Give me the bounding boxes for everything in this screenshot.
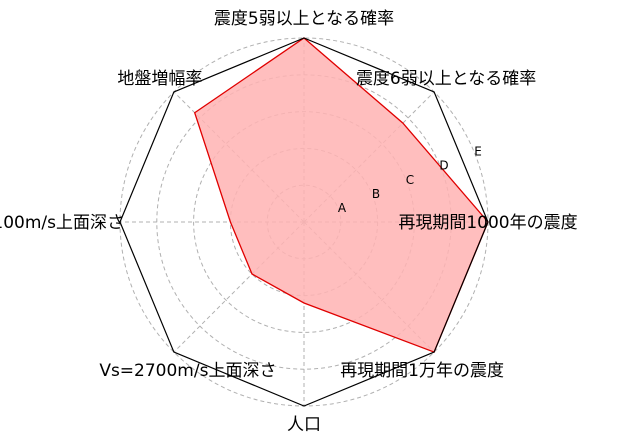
axis-label-3: 再現期間1000年の震度 [398,213,577,233]
axis-label-8: 地盤増幅率 [117,69,202,89]
axis-label-4: 再現期間1万年の震度 [340,361,504,381]
axis-label-1: 震度5弱以上となる確率 [214,9,394,29]
axis-label-2: 震度6弱以上となる確率 [356,69,536,89]
outer-frame [119,37,489,407]
level-label-B: B [372,187,380,201]
axis-label-7: Vs=1100m/s上面深さ [0,213,124,233]
data-layer [193,37,489,353]
level-label-D: D [439,159,448,173]
data-polygon [193,37,489,353]
level-label-C: C [406,173,414,187]
level-label-E: E [474,145,482,159]
axis-label-5: 人口 [287,415,321,435]
axis-labels: 震度5弱以上となる確率震度6弱以上となる確率再現期間1000年の震度再現期間1万… [0,9,578,435]
level-labels: A B C D E [338,145,482,215]
axis-label-6: Vs=2700m/s上面深さ [99,361,276,381]
level-label-A: A [338,201,347,215]
